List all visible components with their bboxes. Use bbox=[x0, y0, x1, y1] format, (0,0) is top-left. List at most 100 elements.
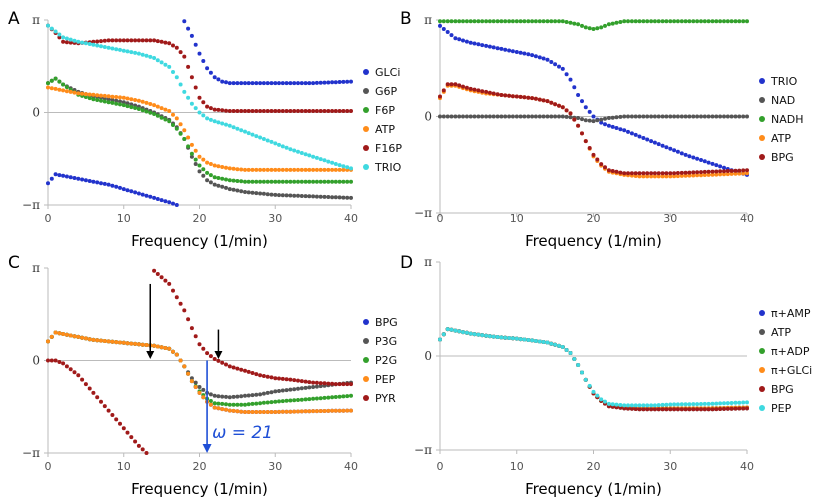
data-point bbox=[499, 114, 504, 119]
data-point bbox=[201, 395, 206, 400]
data-point bbox=[208, 70, 213, 75]
data-point bbox=[341, 382, 346, 387]
data-point bbox=[182, 19, 187, 24]
data-point bbox=[72, 176, 77, 180]
legend-entry: NAD bbox=[771, 94, 795, 107]
data-point bbox=[201, 157, 206, 162]
data-point bbox=[83, 382, 88, 387]
data-point bbox=[583, 25, 588, 30]
data-point bbox=[261, 167, 266, 172]
data-point bbox=[311, 409, 316, 414]
data-point bbox=[649, 407, 654, 412]
data-point bbox=[518, 114, 523, 119]
data-point bbox=[330, 395, 335, 400]
data-point bbox=[208, 399, 213, 403]
data-point bbox=[522, 337, 527, 342]
data-point bbox=[99, 93, 103, 98]
data-point bbox=[718, 401, 723, 406]
data-point bbox=[167, 41, 172, 46]
data-point bbox=[280, 167, 285, 172]
data-point bbox=[733, 168, 738, 173]
data-point bbox=[193, 148, 198, 153]
data-point bbox=[102, 404, 107, 409]
data-point bbox=[144, 343, 149, 347]
data-point bbox=[725, 19, 730, 24]
legend-swatch bbox=[759, 386, 765, 392]
data-point bbox=[125, 104, 130, 109]
data-point bbox=[220, 360, 225, 365]
series-ATP bbox=[438, 327, 749, 412]
series-ATP bbox=[46, 85, 353, 172]
data-point bbox=[741, 400, 746, 405]
data-point bbox=[231, 109, 236, 113]
series-NAD bbox=[438, 114, 749, 124]
data-point bbox=[64, 85, 69, 90]
data-point bbox=[87, 179, 92, 183]
panel-letter: D bbox=[400, 253, 413, 273]
data-point bbox=[171, 349, 175, 354]
x-tick-label: 40 bbox=[344, 460, 358, 473]
data-point bbox=[695, 173, 700, 178]
data-point bbox=[80, 40, 85, 45]
data-point bbox=[227, 123, 232, 128]
data-point bbox=[453, 36, 458, 41]
data-point bbox=[699, 114, 703, 119]
data-point bbox=[526, 95, 531, 100]
data-point bbox=[163, 199, 168, 204]
data-point bbox=[91, 337, 96, 342]
data-point bbox=[603, 116, 607, 121]
data-point bbox=[649, 114, 654, 119]
data-point bbox=[675, 114, 680, 119]
data-point bbox=[637, 114, 642, 119]
data-point bbox=[656, 174, 661, 179]
data-point bbox=[235, 126, 240, 131]
data-point bbox=[68, 333, 73, 338]
data-point bbox=[106, 182, 111, 187]
data-point bbox=[691, 402, 696, 407]
data-point bbox=[189, 75, 194, 80]
data-point bbox=[129, 105, 134, 110]
data-point bbox=[201, 387, 206, 392]
data-point bbox=[254, 81, 259, 86]
legend-entry: GLCi bbox=[375, 66, 400, 79]
data-point bbox=[699, 402, 703, 406]
data-point bbox=[193, 334, 198, 339]
data-point bbox=[745, 171, 749, 176]
data-point bbox=[46, 181, 50, 186]
data-point bbox=[288, 377, 293, 382]
data-point bbox=[284, 398, 289, 403]
data-point bbox=[136, 107, 141, 111]
y-tick-label: π bbox=[32, 261, 40, 275]
data-point bbox=[660, 171, 665, 176]
data-point bbox=[246, 131, 251, 136]
data-point bbox=[722, 165, 726, 170]
data-point bbox=[216, 406, 221, 411]
data-point bbox=[193, 42, 198, 47]
data-point bbox=[258, 81, 263, 86]
data-point bbox=[675, 407, 680, 412]
data-point bbox=[167, 64, 172, 69]
data-point bbox=[522, 114, 527, 119]
data-point bbox=[495, 92, 500, 97]
data-point bbox=[227, 81, 232, 86]
data-point bbox=[208, 392, 213, 397]
data-point bbox=[560, 105, 565, 110]
data-point bbox=[645, 407, 650, 412]
data-point bbox=[133, 341, 138, 346]
data-point bbox=[737, 19, 742, 24]
data-point bbox=[208, 117, 213, 122]
data-point bbox=[288, 387, 293, 392]
data-point bbox=[461, 84, 465, 89]
data-point bbox=[649, 19, 654, 24]
data-point bbox=[102, 45, 107, 49]
data-point bbox=[695, 156, 700, 161]
data-point bbox=[652, 140, 657, 145]
data-point bbox=[341, 408, 346, 413]
data-point bbox=[606, 168, 611, 173]
data-point bbox=[212, 393, 217, 398]
data-point bbox=[495, 114, 500, 119]
data-point bbox=[330, 381, 335, 386]
data-point bbox=[292, 81, 297, 86]
data-point bbox=[445, 327, 450, 332]
data-point bbox=[614, 115, 619, 120]
